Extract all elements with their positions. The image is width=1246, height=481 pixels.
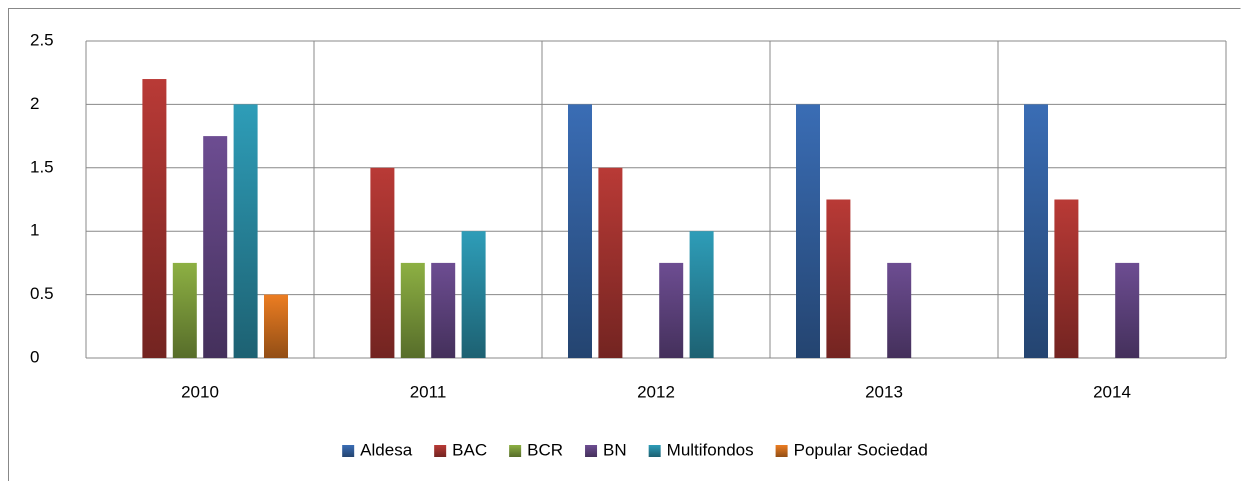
bar	[1054, 199, 1079, 358]
legend-marker	[648, 445, 661, 457]
bar	[1024, 104, 1048, 359]
x-tick-label: 2011	[410, 382, 447, 401]
y-tick-label: 2	[30, 94, 39, 113]
bar	[142, 79, 167, 358]
x-tick-label: 2012	[637, 382, 675, 401]
bar	[1115, 262, 1140, 358]
bar	[826, 199, 851, 358]
bar	[172, 262, 197, 358]
bar	[887, 262, 912, 358]
bar	[370, 167, 395, 358]
y-tick-label: 0	[30, 347, 39, 366]
legend-marker	[342, 445, 355, 457]
legend-label: Aldesa	[360, 440, 413, 459]
legend-label: Multifondos	[667, 440, 754, 459]
legend-label: Popular Sociedad	[794, 440, 928, 459]
bar	[796, 104, 820, 359]
bar	[598, 167, 623, 358]
legend-label: BAC	[452, 440, 487, 459]
legend-label: BCR	[527, 440, 563, 459]
legend-marker	[434, 445, 447, 457]
bar	[431, 262, 456, 358]
bar	[264, 294, 288, 358]
legend-marker	[509, 445, 522, 457]
chart-frame	[8, 8, 1241, 481]
bar	[689, 231, 714, 358]
bar	[233, 104, 258, 359]
bar	[203, 136, 228, 358]
legend-label: BN	[603, 440, 627, 459]
x-tick-label: 2014	[1093, 382, 1131, 401]
y-tick-label: 0.5	[30, 284, 54, 303]
x-tick-label: 2010	[181, 382, 219, 401]
legend: Aldesa BAC BCR BN Multifondos Popular Socieda…	[342, 440, 928, 459]
y-tick-label: 2.5	[30, 30, 54, 49]
bar	[568, 104, 592, 359]
bar	[659, 262, 684, 358]
x-tick-label: 2013	[865, 382, 903, 401]
bar	[400, 262, 425, 358]
legend-marker	[585, 445, 598, 457]
y-tick-label: 1.5	[30, 157, 54, 176]
legend-marker	[775, 445, 788, 457]
bar	[461, 231, 486, 358]
y-tick-label: 1	[30, 221, 39, 240]
